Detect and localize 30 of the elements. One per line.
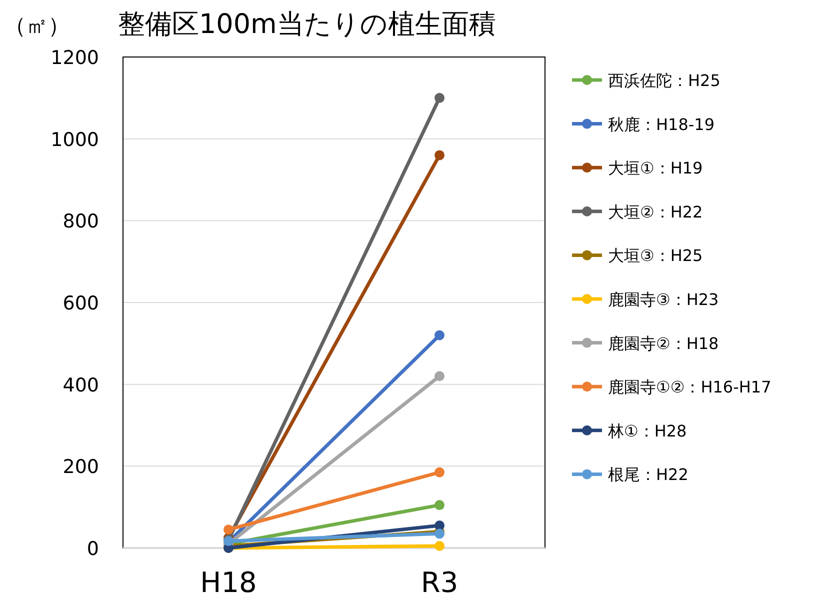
y-tick-label: 600 xyxy=(62,292,99,314)
y-axis-title: （㎡） xyxy=(4,14,70,39)
y-tick-label: 800 xyxy=(62,210,99,233)
y-tick-label: 1200 xyxy=(50,47,99,69)
point xyxy=(434,330,444,340)
point xyxy=(224,524,234,535)
legend-label: 秋鹿：H18-19 xyxy=(608,114,715,134)
y-tick-label: 0 xyxy=(86,538,99,560)
y-tick-label: 400 xyxy=(62,374,99,396)
x-tick-label: R3 xyxy=(420,566,458,599)
point xyxy=(434,540,444,551)
legend-label: 根尾：H22 xyxy=(608,465,688,484)
point xyxy=(434,92,444,103)
point xyxy=(434,500,444,510)
y-tick-label: 1000 xyxy=(50,128,99,151)
legend-label: 鹿園寺①②：H16-H17 xyxy=(608,378,772,397)
point xyxy=(434,520,444,530)
legend-label: 大垣②：H22 xyxy=(608,202,703,222)
point xyxy=(434,371,444,382)
point xyxy=(434,467,444,478)
legend-label: 鹿園寺②：H18 xyxy=(608,334,719,353)
y-tick-label: 200 xyxy=(62,456,99,478)
legend-label: 大垣③：H25 xyxy=(608,246,703,266)
chart-title: 整備区100m当たりの植生面積 xyxy=(118,9,496,40)
legend-label: 西浜佐陀：H25 xyxy=(608,71,720,90)
legend-label: 林①：H28 xyxy=(607,421,687,440)
point xyxy=(434,150,444,160)
legend-label: 鹿園寺③：H23 xyxy=(608,290,719,309)
x-tick-label: H18 xyxy=(200,566,257,599)
legend-label: 大垣①：H19 xyxy=(608,158,703,178)
